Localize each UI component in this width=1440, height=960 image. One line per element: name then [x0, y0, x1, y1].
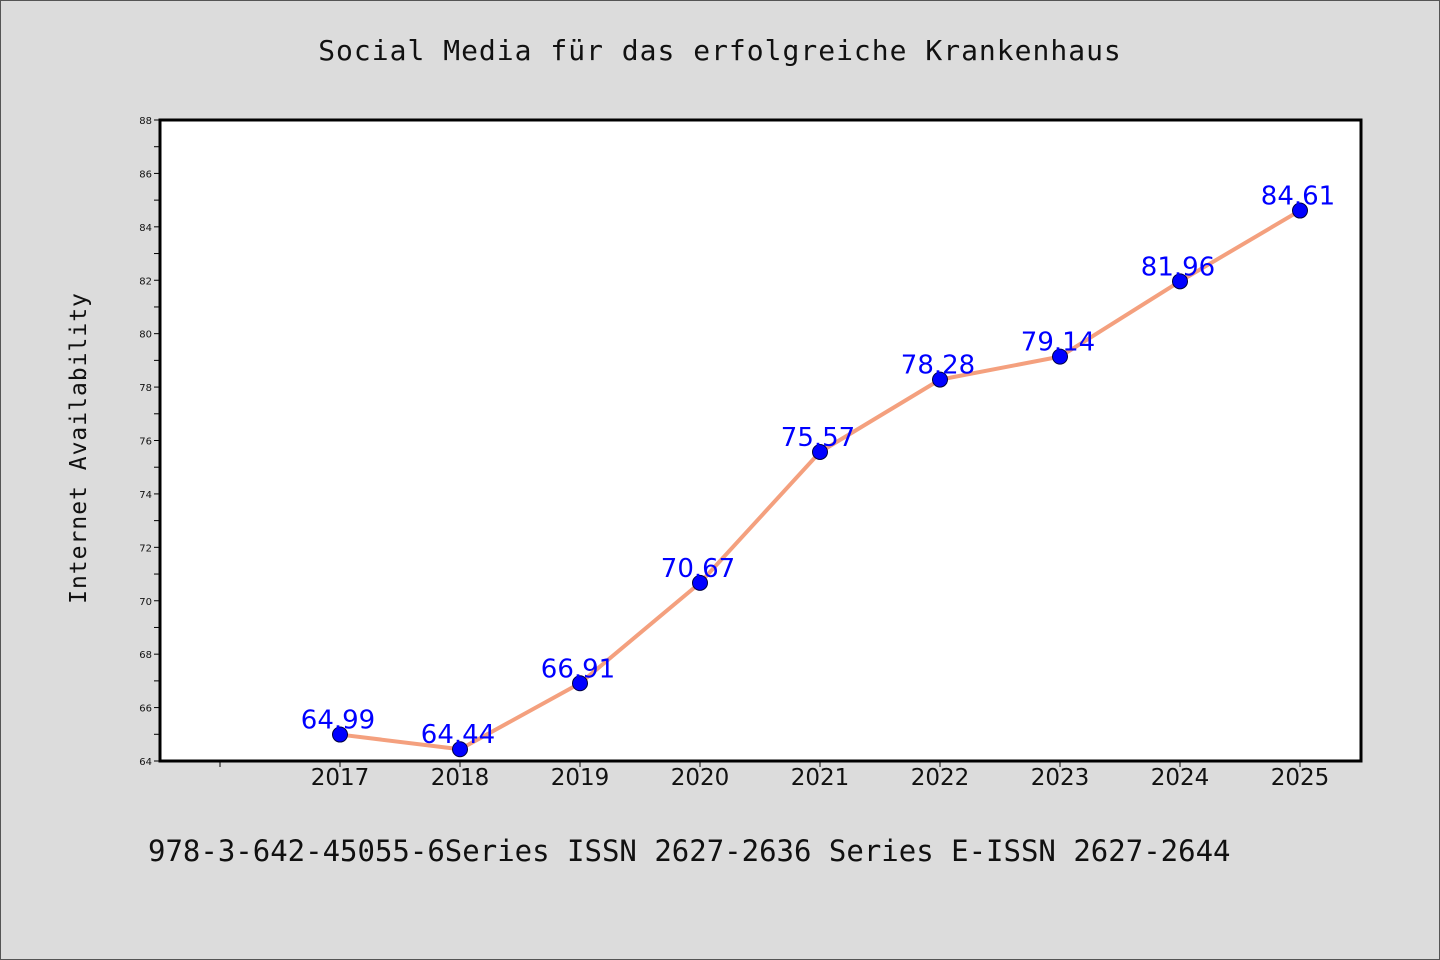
y-tick-label: 84 — [139, 223, 152, 234]
y-tick-label: 78 — [139, 383, 152, 394]
y-tick-label: 64 — [139, 757, 152, 768]
data-label: 66.91 — [541, 654, 615, 684]
data-point — [692, 574, 708, 591]
series-layer — [332, 202, 1308, 758]
x-tick-label: 2024 — [1151, 765, 1210, 791]
y-tick-label: 74 — [139, 490, 152, 501]
x-tick-label: 2022 — [911, 765, 970, 791]
y-tick-label: 76 — [139, 437, 152, 448]
x-tick-label: 2025 — [1271, 765, 1330, 791]
y-tick-label: 86 — [139, 169, 152, 180]
data-point — [332, 726, 348, 743]
data-point — [572, 675, 588, 692]
data-label: 64.44 — [421, 720, 495, 750]
x-axis: 2017 2018 2019 2020 2021 2022 2023 2024 2025 — [219, 761, 1330, 791]
y-axis-label: Internet Availability — [66, 292, 92, 604]
x-tick-label: 2019 — [551, 765, 610, 791]
data-point — [452, 741, 468, 758]
plot-area — [158, 118, 1363, 763]
data-label: 79.14 — [1021, 328, 1095, 358]
data-point — [1172, 273, 1188, 290]
x-tick-label: 2023 — [1031, 765, 1090, 791]
data-labels: 64.99 64.44 66.91 70.67 75.57 78.28 79.14 81.96… — [301, 182, 1335, 751]
y-tick-label: 72 — [139, 543, 152, 554]
data-point — [1052, 348, 1068, 365]
data-label: 84.61 — [1261, 182, 1335, 212]
y-tick-label: 82 — [139, 276, 152, 287]
data-label: 78.28 — [901, 351, 975, 381]
chart-title: Social Media für das erfolgreiche Kranke… — [318, 34, 1122, 67]
isbn-footer: 978-3-642-45055-6Series ISSN 2627-2636 S… — [148, 834, 1231, 868]
x-tick-label: 2017 — [311, 765, 370, 791]
x-tick-label: 2020 — [671, 765, 730, 791]
data-label: 64.99 — [301, 706, 375, 736]
y-tick-label: 70 — [139, 597, 152, 608]
data-point — [932, 371, 948, 388]
data-label: 70.67 — [661, 554, 735, 584]
x-tick-label: 2021 — [791, 765, 850, 791]
data-point — [1292, 202, 1308, 219]
y-tick-label: 68 — [139, 650, 152, 661]
data-label: 81.96 — [1141, 252, 1215, 282]
x-tick-label: 2018 — [431, 765, 490, 791]
y-tick-label: 80 — [139, 330, 152, 341]
y-axis: 64 66 68 70 72 74 76 78 80 82 84 86 88 — [139, 116, 160, 768]
y-tick-label: 88 — [139, 116, 152, 127]
data-point — [812, 443, 828, 460]
data-label: 75.57 — [781, 423, 855, 453]
y-tick-label: 66 — [139, 704, 152, 715]
